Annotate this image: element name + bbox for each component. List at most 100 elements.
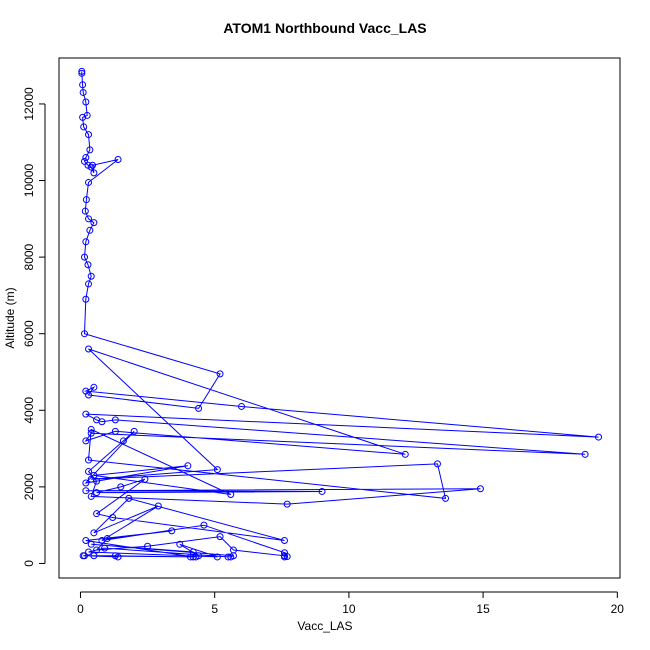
data-point bbox=[176, 540, 184, 548]
y-tick-label: 8000 bbox=[22, 243, 36, 270]
y-tick-label: 4000 bbox=[22, 397, 36, 424]
data-point bbox=[595, 433, 603, 441]
data-point bbox=[90, 169, 98, 177]
data-point bbox=[89, 161, 97, 169]
data-point bbox=[79, 113, 87, 121]
data-point bbox=[82, 295, 90, 303]
data-point bbox=[283, 500, 291, 508]
chart-title: ATOM1 Northbound Vacc_LAS bbox=[223, 20, 427, 36]
y-tick-label: 2000 bbox=[22, 473, 36, 500]
data-point bbox=[184, 462, 192, 470]
data-point bbox=[109, 513, 117, 521]
data-point bbox=[80, 123, 88, 131]
data-point bbox=[401, 450, 409, 458]
data-point bbox=[476, 485, 484, 493]
x-tick-label: 20 bbox=[611, 602, 625, 616]
series-points bbox=[78, 67, 603, 561]
data-point bbox=[82, 437, 90, 445]
data-point bbox=[82, 536, 90, 544]
data-point bbox=[192, 553, 200, 561]
data-point bbox=[93, 477, 101, 485]
data-point bbox=[154, 502, 162, 510]
data-point bbox=[90, 219, 98, 227]
data-point bbox=[81, 330, 88, 338]
data-point bbox=[200, 521, 208, 529]
axes: 0 5 10 15 20 0 2000 4000 6000 8000 10000 12000 bbox=[22, 57, 625, 616]
data-point bbox=[213, 553, 221, 561]
data-point bbox=[111, 427, 119, 435]
data-point bbox=[90, 471, 98, 479]
data-point bbox=[87, 429, 95, 437]
data-point bbox=[168, 527, 176, 535]
data-point bbox=[85, 456, 93, 464]
data-point bbox=[93, 546, 101, 554]
data-point bbox=[93, 489, 101, 497]
data-point bbox=[87, 540, 95, 548]
x-tick-label: 5 bbox=[211, 602, 218, 616]
data-point bbox=[85, 548, 93, 556]
data-point bbox=[85, 178, 93, 186]
data-point bbox=[216, 533, 224, 541]
data-point bbox=[119, 437, 127, 445]
data-point bbox=[82, 238, 90, 246]
data-point bbox=[98, 418, 106, 426]
data-point bbox=[78, 67, 86, 75]
data-point bbox=[433, 460, 441, 468]
data-point bbox=[111, 416, 119, 424]
data-point bbox=[101, 544, 109, 552]
data-point bbox=[280, 536, 288, 544]
data-point bbox=[79, 88, 87, 96]
data-point bbox=[85, 215, 93, 223]
data-point bbox=[87, 492, 95, 500]
data-point bbox=[87, 163, 95, 171]
data-point bbox=[84, 261, 92, 269]
y-tick-label: 0 bbox=[22, 560, 36, 567]
data-point bbox=[103, 535, 111, 543]
series-polyline bbox=[81, 71, 599, 558]
data-point bbox=[86, 226, 94, 234]
y-tick-label: 10000 bbox=[22, 164, 36, 198]
data-point bbox=[114, 155, 122, 163]
data-point bbox=[141, 475, 149, 483]
data-point bbox=[227, 491, 235, 499]
data-point bbox=[130, 427, 138, 435]
data-point bbox=[125, 494, 133, 502]
data-point bbox=[111, 552, 119, 560]
data-point bbox=[79, 81, 87, 89]
data-point bbox=[82, 98, 90, 106]
data-point bbox=[229, 552, 237, 560]
data-point bbox=[82, 479, 90, 487]
data-point bbox=[82, 387, 90, 395]
data-point bbox=[280, 552, 288, 560]
plot-frame bbox=[58, 57, 621, 579]
data-point bbox=[195, 404, 203, 412]
data-point bbox=[144, 542, 152, 550]
data-point bbox=[318, 487, 326, 495]
data-point bbox=[213, 466, 221, 474]
data-point bbox=[85, 345, 93, 353]
data-point bbox=[581, 450, 589, 458]
data-point bbox=[82, 410, 90, 418]
data-point bbox=[238, 402, 246, 410]
data-point bbox=[90, 383, 98, 391]
data-point bbox=[79, 552, 87, 560]
data-point bbox=[82, 196, 90, 204]
data-point bbox=[442, 494, 450, 502]
data-point bbox=[81, 157, 88, 165]
x-axis-label: Vacc_LAS bbox=[297, 619, 353, 633]
data-point bbox=[85, 131, 93, 139]
data-point bbox=[82, 154, 90, 162]
data-point bbox=[81, 253, 88, 261]
data-point bbox=[117, 483, 125, 491]
data-point bbox=[78, 69, 86, 77]
y-tick-label: 6000 bbox=[22, 320, 36, 347]
x-tick-label: 15 bbox=[476, 602, 490, 616]
data-point bbox=[83, 111, 91, 119]
data-point bbox=[82, 487, 90, 495]
x-tick-label: 10 bbox=[342, 602, 356, 616]
data-point bbox=[85, 280, 93, 288]
x-tick-label: 0 bbox=[77, 602, 84, 616]
data-point bbox=[81, 207, 89, 215]
data-point bbox=[87, 272, 95, 280]
